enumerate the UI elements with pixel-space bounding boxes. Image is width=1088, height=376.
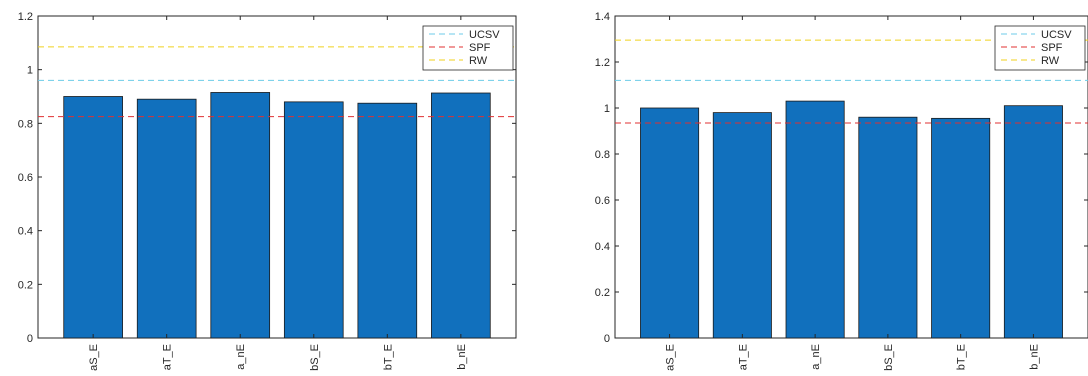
legend-label-rw: RW <box>1041 55 1060 67</box>
legend-label-spf: SPF <box>469 42 491 54</box>
x-tick-label: a_nE <box>235 344 247 370</box>
y-tick-label: 1 <box>27 65 33 77</box>
y-tick-label: 0 <box>27 333 33 345</box>
y-tick-label: 0 <box>604 333 610 345</box>
bar-aS_E <box>640 107 700 339</box>
y-tick-label: 0.8 <box>18 118 33 130</box>
x-tick-label: aS_E <box>665 344 677 371</box>
legend-label-spf: SPF <box>1041 42 1063 54</box>
bar-a_nE <box>785 100 845 339</box>
y-tick-label: 0.6 <box>595 195 610 207</box>
y-tick-label: 1 <box>604 103 610 115</box>
bar-aT_E <box>712 112 772 339</box>
bar-aS_E <box>63 96 123 339</box>
legend-box <box>422 25 514 71</box>
y-tick-label: 0.2 <box>595 287 610 299</box>
y-tick-label: 0.6 <box>18 172 33 184</box>
bar-b_nE <box>431 92 491 339</box>
x-tick-label: bT_E <box>382 344 394 370</box>
y-tick-label: 1.2 <box>595 57 610 69</box>
bar-bS_E <box>858 116 918 339</box>
x-tick-label: aS_E <box>88 344 100 371</box>
bar-bS_E <box>283 101 344 339</box>
bar-aT_E <box>136 98 197 339</box>
bar-chart-2: 0 0.2 0.4 0.6 0.8 1 1.2 1.4 aS_E aT_E a_nE bS_E bT_E… <box>595 11 1088 371</box>
x-tick-label: aT_E <box>162 344 174 370</box>
y-tick-label: 0.2 <box>18 279 33 291</box>
legend-box <box>994 25 1086 71</box>
bar-b_nE <box>1003 105 1063 339</box>
x-tick-label: b_nE <box>1028 344 1040 370</box>
plot-area-frame <box>614 15 1088 339</box>
x-tick-label: bS_E <box>309 344 321 371</box>
y-tick-label: 0.8 <box>595 149 610 161</box>
bar-a_nE <box>210 92 271 339</box>
x-tick-label: bT_E <box>956 344 968 370</box>
y-tick-label: 0.4 <box>595 241 610 253</box>
bar-bT_E <box>357 102 418 339</box>
y-tick-label: 1.2 <box>18 11 33 23</box>
y-tick-label: 1.4 <box>595 11 610 23</box>
y-tick-label: 0.4 <box>18 226 33 238</box>
legend-label-rw: RW <box>469 55 488 67</box>
x-tick-label: a_nE <box>810 344 822 370</box>
x-tick-label: b_nE <box>456 344 468 370</box>
bar-chart-1: 0 0.2 0.4 0.6 0.8 1 1.2 aS_E aT_E a_nE bS_E bT_E b_n… <box>18 11 517 371</box>
x-tick-label: aT_E <box>737 344 749 370</box>
bar-bT_E <box>931 117 991 339</box>
legend-label-ucsv: UCSV <box>1041 29 1072 41</box>
x-tick-label: bS_E <box>883 344 895 371</box>
legend-label-ucsv: UCSV <box>469 29 500 41</box>
